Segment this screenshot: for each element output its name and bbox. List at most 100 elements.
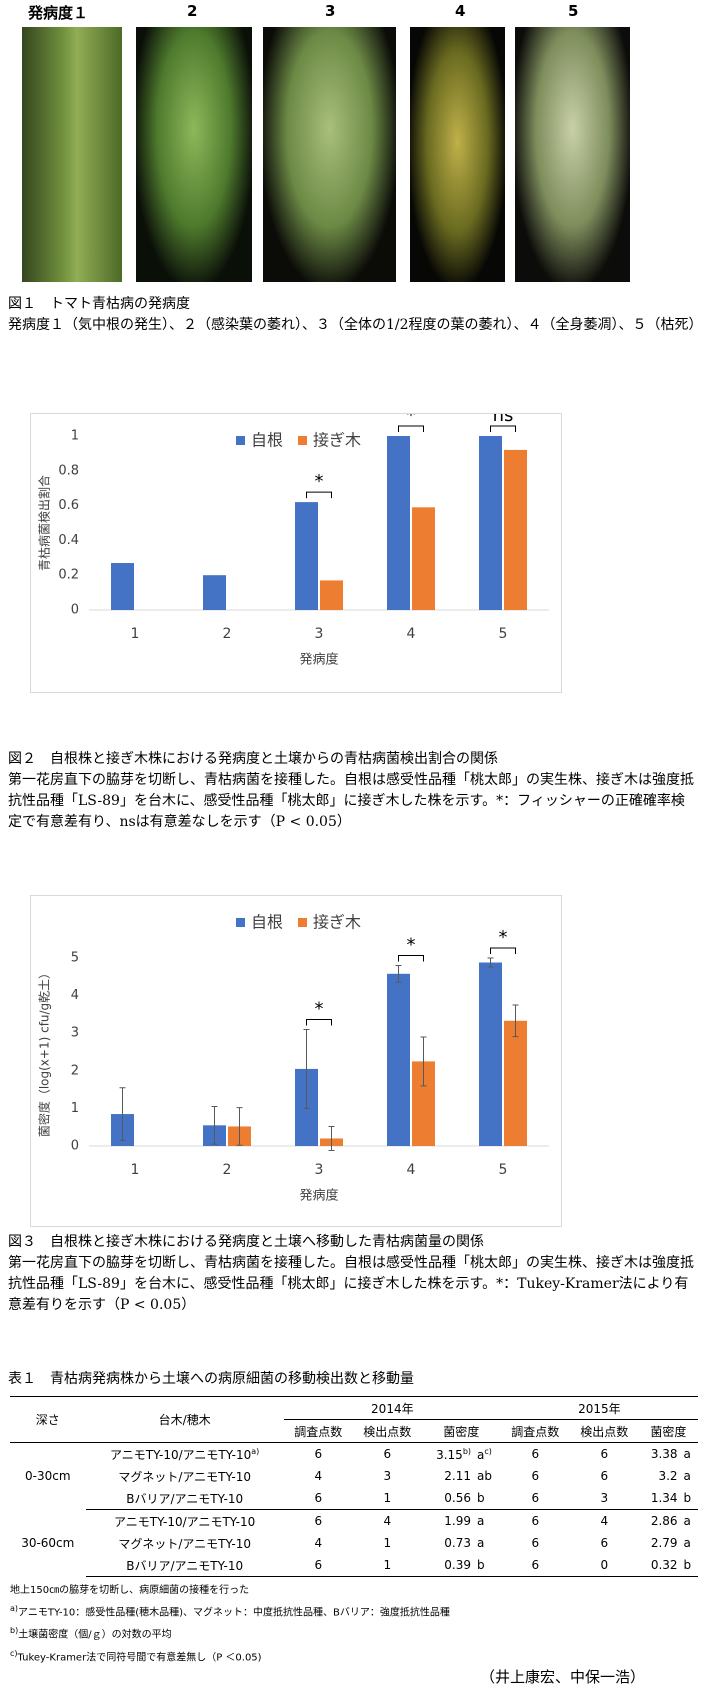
note-text: Tukey-Kramer法で同符号間で有意差無し（P ＜0.05): [17, 1651, 262, 1663]
cell-value: 2.86: [650, 1514, 678, 1528]
photo-label: 発病度１: [28, 4, 89, 22]
note: a)アニモTY-10：感受性品種(穂木品種)、マグネット：中度抵抗性品種、Bバリ…: [10, 1600, 450, 1622]
density-cell: 0.32: [638, 1554, 681, 1577]
y-tick-label: 1: [71, 1101, 79, 1116]
surveyed-cell: 6: [500, 1487, 570, 1510]
detected-cell: 1: [383, 1536, 392, 1550]
error-bar: [303, 1028, 310, 1109]
letter-cell: a: [681, 1465, 698, 1487]
photo-3: [263, 27, 396, 282]
letter-cell: a: [681, 1510, 698, 1533]
cell-value: b: [683, 1558, 692, 1572]
cell-value: a: [683, 1536, 691, 1550]
table: 深さ 台木/穂木 2014年 2015年 調査点数 検出点数 菌密度 調査点数 検出点数 菌密度 0…: [10, 1396, 698, 1577]
caption-title: 図２ 自根株と接ぎ木株における発病度と土壌からの青枯病菌検出割合の関係: [8, 751, 498, 767]
density-cell: 0.56: [421, 1487, 475, 1510]
cell-value: a: [477, 1514, 485, 1528]
x-axis-label: 発病度: [299, 652, 338, 668]
detected-cell: 6: [600, 1447, 609, 1461]
note: c)Tukey-Kramer法で同符号間で有意差無し（P ＜0.05): [10, 1645, 450, 1667]
caption-text: 発病度１（気中根の発生）、２（感染葉の萎れ）、３（全体の1/2程度の葉の萎れ）、…: [8, 317, 703, 333]
letter-cell: a: [474, 1532, 501, 1554]
density-cell: 1.99: [422, 1510, 474, 1533]
surveyed-cell: 6: [314, 1514, 323, 1528]
letter-cell: a: [474, 1510, 501, 1533]
error-bar: [211, 1106, 218, 1145]
detected-cell: 4: [383, 1514, 392, 1528]
cell-value: b: [683, 1491, 692, 1505]
x-tick-label: 4: [407, 626, 416, 642]
legend-swatch: [236, 436, 245, 445]
x-tick-label: 5: [499, 626, 508, 642]
note-text: 土壌菌密度（個/ｇ）の対数の平均: [18, 1629, 172, 1641]
detected-cell: 6: [383, 1447, 392, 1461]
cell-value: アニモTY-10/アニモTY-10: [110, 1447, 252, 1462]
table-notes: 地上150㎝の脇芽を切断し、病原細菌の接種を行った a)アニモTY-10：感受性品…: [10, 1582, 450, 1667]
significance-bracket: [398, 955, 424, 962]
x-tick-label: 3: [315, 626, 324, 642]
error-bar: [119, 1087, 126, 1141]
detected-cell: 1: [352, 1554, 422, 1577]
bar: [412, 1061, 435, 1146]
detected-cell: 6: [600, 1469, 609, 1483]
significance-label: *: [499, 927, 508, 948]
y-axis-label: 青枯病菌検出割合: [37, 475, 52, 571]
cell-value: 0.73: [444, 1536, 472, 1550]
cell-value: 3.2: [658, 1469, 678, 1483]
surveyed-cell: 6: [283, 1554, 353, 1577]
detected-cell: 0: [569, 1554, 639, 1577]
letter-cell: b: [474, 1487, 501, 1510]
significance-label: *: [407, 935, 416, 956]
bar: [387, 973, 410, 1146]
bar: [504, 449, 527, 610]
header-cell: 2015年: [500, 1396, 698, 1420]
y-tick-label: 1: [71, 429, 79, 444]
y-tick-label: 2: [71, 1063, 79, 1078]
legend-label: 自根: [251, 913, 283, 932]
cell-value: 1.99: [444, 1514, 472, 1528]
cell-value: 2.79: [650, 1536, 678, 1550]
error-bar: [420, 1036, 427, 1087]
y-tick-label: 5: [71, 951, 79, 966]
header-cell: 菌密度: [638, 1419, 698, 1443]
surveyed-cell: 6: [283, 1487, 353, 1510]
detected-cell: 3: [383, 1469, 392, 1483]
significance-label: *: [407, 414, 416, 426]
bar: [479, 436, 502, 610]
footnote-mark: b): [462, 1446, 472, 1456]
significance-label: *: [315, 471, 324, 492]
y-tick-label: 0: [71, 603, 79, 618]
header-cell: 2014年: [283, 1396, 501, 1420]
cell-value: b: [477, 1558, 485, 1572]
density-cell: 2.86: [639, 1510, 681, 1533]
chart: 自根 接ぎ木 0 1 2 3 4 5 菌密度（log(x+1) cfu/g乾土） 発病度 1 2 3 4 5…: [37, 913, 549, 1204]
legend-label: 自根: [251, 431, 283, 450]
error-bar: [236, 1107, 243, 1146]
cell-value: アニモTY-10/アニモTY-10: [114, 1514, 256, 1529]
surveyed-cell: 4: [314, 1469, 323, 1483]
note: 地上150㎝の脇芽を切断し、病原細菌の接種を行った: [10, 1582, 450, 1600]
letter-cell: b: [680, 1487, 698, 1510]
y-tick-label: 0: [71, 1139, 79, 1154]
stock-cell: マグネット/アニモTY-10: [86, 1532, 284, 1554]
stock-cell: アニモTY-10/アニモTY-10: [86, 1510, 284, 1533]
footnote-mark: b): [10, 1626, 19, 1636]
surveyed-cell: 6: [531, 1514, 540, 1528]
cell-value: Bバリア/アニモTY-10: [126, 1491, 244, 1506]
depth-cell: 30-60cm: [21, 1536, 75, 1550]
legend-label: 接ぎ木: [313, 913, 361, 932]
cell-value: b: [477, 1491, 485, 1505]
significance-label: *: [315, 998, 324, 1019]
header-cell: 菌密度: [421, 1419, 501, 1443]
author: （井上康宏、中保一浩）: [480, 1668, 646, 1686]
cell-value: a: [683, 1447, 691, 1461]
x-tick-label: 4: [407, 1162, 416, 1178]
letter-cell: a: [681, 1532, 698, 1554]
significance-bracket: [306, 1018, 332, 1026]
cell-value: ab: [477, 1469, 492, 1483]
detected-cell: 4: [600, 1514, 609, 1528]
letter-cell: ac): [474, 1443, 501, 1466]
cell-value: 1.34: [650, 1491, 678, 1505]
cell-value: 0.39: [444, 1558, 472, 1572]
